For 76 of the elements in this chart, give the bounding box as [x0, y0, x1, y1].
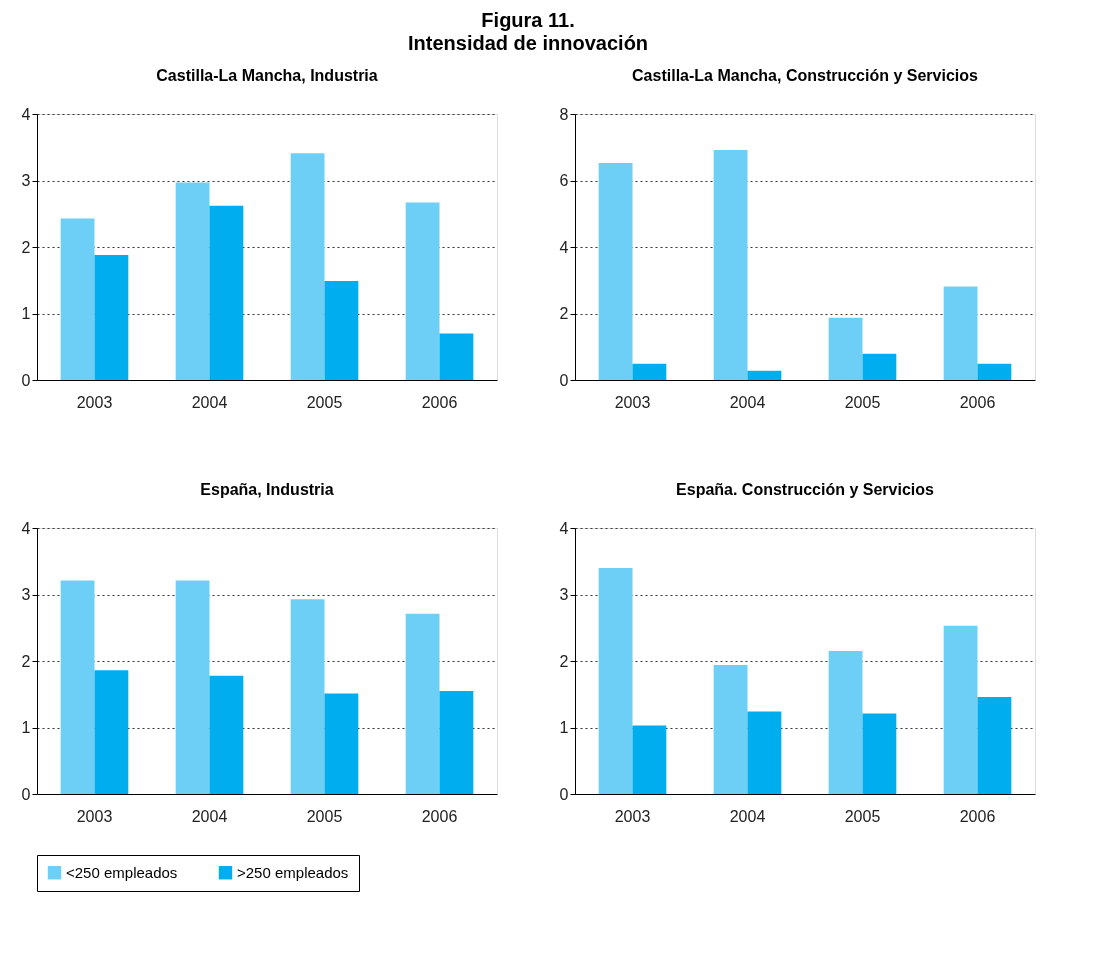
x-tick-label: 2004	[191, 807, 228, 825]
bar	[828, 317, 863, 380]
bar	[943, 286, 978, 380]
x-tick-label: 2006	[421, 393, 458, 411]
y-tick-label: 0	[559, 785, 569, 803]
bar	[977, 363, 1012, 380]
bar	[713, 664, 748, 794]
x-tick-label: 2004	[191, 393, 228, 411]
chart-title: Castilla-La Mancha, Construcción y Servicios	[632, 67, 979, 84]
bar	[632, 725, 667, 794]
x-tick-label: 2003	[76, 393, 113, 411]
bar	[324, 693, 359, 794]
bar	[290, 153, 325, 380]
y-tick-label: 3	[21, 586, 31, 603]
y-tick-label: 3	[559, 586, 569, 603]
bar	[862, 353, 897, 380]
bar	[60, 580, 95, 794]
x-tick-label: 2006	[959, 393, 996, 411]
bar	[713, 149, 748, 380]
x-tick-label: 2006	[421, 807, 458, 825]
bar	[60, 218, 95, 380]
y-tick-label: 8	[559, 105, 569, 123]
y-tick-label: 0	[21, 785, 31, 803]
x-tick-label: 2003	[76, 807, 113, 825]
y-tick-label: 3	[21, 172, 31, 189]
text: Figura 11.	[481, 8, 575, 31]
y-tick-label: 4	[559, 519, 569, 537]
bar	[747, 711, 782, 794]
y-tick-label: 0	[21, 371, 31, 389]
chart-title: España, Industria	[200, 481, 334, 498]
bar	[439, 333, 474, 380]
x-tick-label: 2005	[306, 807, 343, 825]
y-tick-label: 6	[559, 172, 569, 189]
y-tick-label: 2	[559, 305, 569, 322]
legend-label: >250 empleados	[237, 863, 349, 881]
x-tick-label: 2004	[729, 393, 766, 411]
x-tick-label: 2003	[614, 807, 651, 825]
bar	[209, 205, 244, 380]
bar	[405, 613, 440, 794]
bar	[977, 696, 1012, 794]
text: Intensidad de innovación	[408, 31, 649, 54]
x-tick-label: 2005	[844, 807, 881, 825]
x-tick-label: 2003	[614, 393, 651, 411]
bar	[94, 670, 129, 794]
bar	[439, 690, 474, 794]
x-tick-label: 2005	[844, 393, 881, 411]
bar	[747, 370, 782, 380]
y-tick-label: 0	[559, 371, 569, 389]
bar	[175, 580, 210, 794]
chart-title: España. Construcción y Servicios	[676, 481, 935, 498]
chart-title: Castilla-La Mancha, Industria	[156, 67, 378, 84]
y-tick-label: 1	[21, 719, 31, 736]
bar	[290, 599, 325, 794]
y-tick-label: 1	[559, 719, 569, 736]
bar	[94, 254, 129, 380]
y-tick-label: 4	[559, 238, 569, 256]
bar	[828, 651, 863, 794]
y-tick-label: 4	[21, 519, 31, 537]
bar	[324, 280, 359, 380]
x-tick-label: 2006	[959, 807, 996, 825]
bar	[598, 162, 633, 380]
y-tick-label: 2	[559, 652, 569, 670]
bar	[632, 363, 667, 380]
y-tick-label: 2	[21, 652, 31, 670]
bar	[862, 713, 897, 794]
y-tick-label: 1	[21, 305, 31, 322]
y-tick-label: 4	[21, 105, 31, 123]
bar	[209, 675, 244, 794]
bar	[943, 625, 978, 794]
bar	[405, 202, 440, 380]
x-tick-label: 2005	[306, 393, 343, 411]
x-tick-label: 2004	[729, 807, 766, 825]
legend-label: <250 empleados	[66, 863, 178, 881]
y-tick-label: 2	[21, 238, 31, 256]
bar	[598, 567, 633, 794]
bar	[175, 182, 210, 380]
